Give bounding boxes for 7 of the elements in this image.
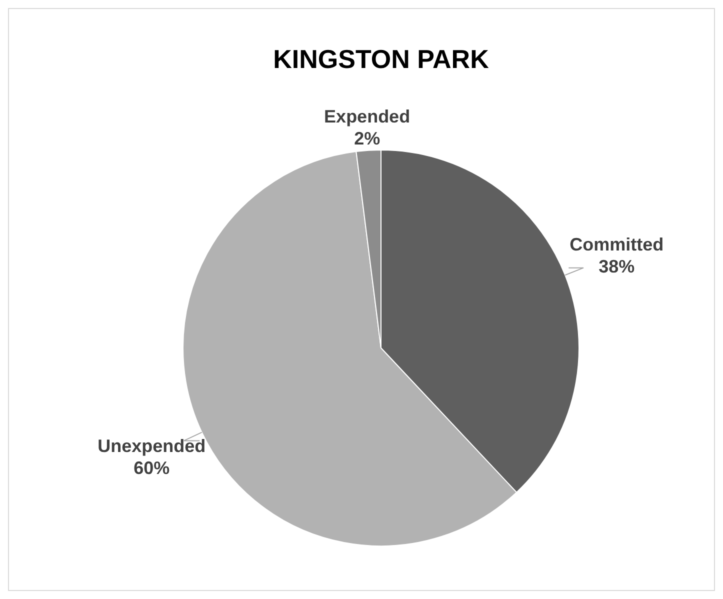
chart-title: KINGSTON PARK	[273, 44, 490, 74]
data-label: 2%	[354, 128, 380, 149]
slice-label: Committed	[570, 234, 664, 255]
slice-label: Unexpended	[98, 436, 206, 456]
data-label: 60%	[134, 458, 170, 478]
slice-label: Expended	[324, 106, 410, 127]
data-label: 38%	[598, 256, 635, 277]
